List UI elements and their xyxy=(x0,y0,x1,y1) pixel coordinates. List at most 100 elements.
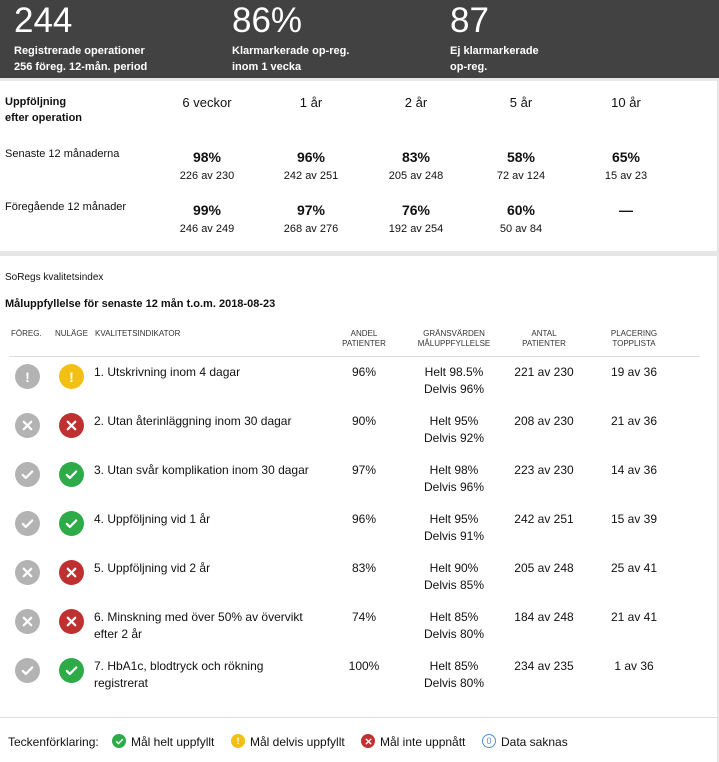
patient-count: 234 av 235 xyxy=(514,659,574,673)
followup-percent: 98% xyxy=(192,149,222,165)
followup-heading-line2: efter operation xyxy=(5,112,83,124)
header-limits-line1: GRÄNSVÄRDEN xyxy=(423,329,485,338)
followup-no-data-dash: — xyxy=(619,202,633,218)
indicator-name: 5. Uppföljning vid 2 år xyxy=(94,561,211,575)
check-icon xyxy=(15,658,40,683)
column-header-2-years: 2 år xyxy=(404,95,428,110)
cross-icon xyxy=(15,609,40,634)
header-rank-line1: PLACERING xyxy=(610,329,658,338)
ranking: 19 av 36 xyxy=(610,365,658,379)
limit-partial: Delvis 80% xyxy=(423,627,485,641)
patient-count: 205 av 248 xyxy=(514,561,574,575)
indicator-name: 7. HbA1c, blodtryck och rökning xyxy=(94,659,264,673)
ranking: 21 av 36 xyxy=(610,414,658,428)
indicator-name-continued: registrerat xyxy=(94,676,149,690)
followup-count: 192 av 254 xyxy=(388,223,444,235)
quality-index-panel: SoRegs kvalitetsindex Måluppfyllelse för… xyxy=(0,256,717,762)
followup-percent: 58% xyxy=(506,149,536,165)
ranking: 14 av 36 xyxy=(610,463,658,477)
limit-partial: Delvis 92% xyxy=(423,431,485,445)
exclamation-icon: ! xyxy=(231,734,245,748)
share-patients: 83% xyxy=(351,561,377,575)
legend: Teckenförklaring: Mål helt uppfyllt ! Må… xyxy=(0,717,717,762)
check-icon xyxy=(59,462,84,487)
limit-full: Helt 95% xyxy=(429,512,479,526)
cross-icon xyxy=(59,609,84,634)
header-count-line1: ANTAL xyxy=(531,329,557,338)
header-share-line1: ANDEL xyxy=(350,329,378,338)
share-patients: 100% xyxy=(348,659,380,673)
followup-percent: 83% xyxy=(401,149,431,165)
limit-full: Helt 95% xyxy=(429,414,479,428)
header-indicator: KVALITETSINDIKATOR xyxy=(95,329,181,338)
indicator-name: 6. Minskning med över 50% av övervikt xyxy=(94,610,303,624)
stat-value: 87 xyxy=(450,1,489,40)
summary-stats-bar: 244 Registrerade operationer 256 föreg. … xyxy=(0,0,719,78)
indicator-name: 1. Utskrivning inom 4 dagar xyxy=(94,365,241,379)
followup-panel: Uppföljning efter operation 6 veckor 1 å… xyxy=(0,81,717,251)
exclamation-icon: ! xyxy=(15,364,40,389)
share-patients: 74% xyxy=(351,610,377,624)
column-header-10-years: 10 år xyxy=(611,95,641,110)
stat-label: Registrerade operationer xyxy=(14,45,145,57)
followup-count: 15 av 23 xyxy=(604,170,648,182)
column-header-5-years: 5 år xyxy=(509,95,533,110)
share-patients: 97% xyxy=(351,463,377,477)
patient-count: 223 av 230 xyxy=(514,463,574,477)
legend-label: Teckenförklaring: xyxy=(8,735,99,749)
indicator-name-continued: efter 2 år xyxy=(94,627,143,641)
header-share-line2: PATIENTER xyxy=(342,339,386,348)
indicator-name: 2. Utan återinläggning inom 30 dagar xyxy=(94,414,292,428)
followup-count: 205 av 248 xyxy=(388,170,444,182)
header-rank: PLACERING TOPPLISTA xyxy=(611,329,657,349)
check-icon xyxy=(15,462,40,487)
check-icon xyxy=(15,511,40,536)
header-share: ANDEL PATIENTER xyxy=(342,329,386,349)
ranking: 25 av 41 xyxy=(610,561,658,575)
cross-icon xyxy=(59,413,84,438)
stat-value: 244 xyxy=(14,1,73,40)
indicator-name: 3. Utan svår komplikation inom 30 dagar xyxy=(94,463,309,477)
patient-count: 221 av 230 xyxy=(514,365,574,379)
followup-percent: 96% xyxy=(296,149,326,165)
check-icon xyxy=(59,511,84,536)
stat-sublabel: inom 1 vecka xyxy=(232,61,302,73)
patient-count: 184 av 248 xyxy=(514,610,574,624)
limit-partial: Delvis 96% xyxy=(423,480,485,494)
followup-heading: Uppföljning efter operation xyxy=(5,94,82,126)
row-label-previous-12-months: Föregående 12 månader xyxy=(5,201,127,213)
patient-count: 208 av 230 xyxy=(514,414,574,428)
limit-full: Helt 85% xyxy=(429,659,479,673)
share-patients: 96% xyxy=(351,512,377,526)
limit-full: Helt 90% xyxy=(429,561,479,575)
cross-icon xyxy=(15,560,40,585)
quality-index-subtitle: Måluppfyllelse för senaste 12 mån t.o.m.… xyxy=(5,298,276,310)
limit-full: Helt 98% xyxy=(429,463,479,477)
followup-percent: 97% xyxy=(296,202,326,218)
share-patients: 90% xyxy=(351,414,377,428)
check-icon xyxy=(59,658,84,683)
patient-count: 242 av 251 xyxy=(514,512,574,526)
limit-partial: Delvis 91% xyxy=(423,529,485,543)
stat-label: Klarmarkerade op-reg. xyxy=(232,45,350,57)
stat-sublabel: op-reg. xyxy=(450,61,488,73)
header-rank-line2: TOPPLISTA xyxy=(612,339,656,348)
followup-count: 72 av 124 xyxy=(496,170,546,182)
followup-percent: 99% xyxy=(192,202,222,218)
indicator-name: 4. Uppföljning vid 1 år xyxy=(94,512,211,526)
header-limits: GRÄNSVÄRDEN MÅLUPPFYLLELSE xyxy=(418,329,490,349)
followup-count: 246 av 249 xyxy=(179,223,235,235)
header-limits-line2: MÅLUPPFYLLELSE xyxy=(417,339,491,348)
header-current: NULÄGE xyxy=(55,329,88,338)
limit-partial: Delvis 96% xyxy=(423,382,485,396)
stat-label: Ej klarmarkerade xyxy=(450,45,539,57)
ranking: 1 av 36 xyxy=(614,659,654,673)
column-header-1-year: 1 år xyxy=(299,95,323,110)
followup-count: 242 av 251 xyxy=(283,170,339,182)
legend-text-missing: Data saknas xyxy=(501,735,568,749)
quality-index-title: SoRegs kvalitetsindex xyxy=(5,272,104,283)
header-previous: FÖREG. xyxy=(11,329,42,338)
followup-count: 268 av 276 xyxy=(283,223,339,235)
header-count: ANTAL PATIENTER xyxy=(522,329,566,349)
check-icon xyxy=(112,734,126,748)
